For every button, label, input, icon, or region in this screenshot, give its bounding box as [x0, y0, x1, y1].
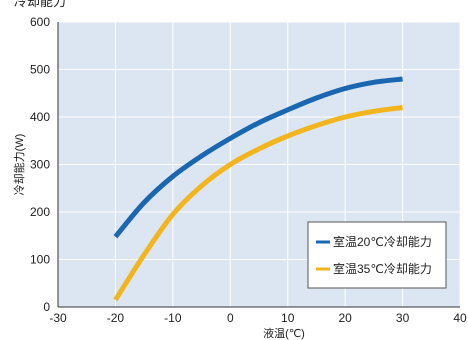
- y-tick-labels: 0 100 200 300 400 500 600: [30, 15, 50, 314]
- x-tick-label: -20: [107, 311, 125, 325]
- x-tick-label: -10: [164, 311, 182, 325]
- series-lines: [113, 76, 403, 302]
- x-tick-label: 20: [338, 311, 352, 325]
- legend-label-series-2: 室温35℃冷却能力: [333, 261, 432, 276]
- x-tick-label: 0: [227, 311, 234, 325]
- x-tick-label: 10: [281, 311, 295, 325]
- y-tick-label: 100: [30, 253, 50, 267]
- legend-label-series-1: 室温20℃冷却能力: [333, 234, 432, 249]
- x-tick-label: 30: [396, 311, 410, 325]
- y-axis-title: 冷却能力(W): [12, 134, 26, 196]
- y-tick-label: 500: [30, 63, 50, 77]
- series-line-2: [113, 105, 403, 302]
- x-tick-labels: -30 -20 -10 0 10 20 30 40: [49, 311, 467, 325]
- y-tick-label: 600: [30, 15, 50, 29]
- y-tick-label: 0: [43, 300, 50, 314]
- y-tick-label: 300: [30, 158, 50, 172]
- series-line-1: [113, 76, 403, 239]
- x-axis-title: 液温(℃): [263, 326, 305, 340]
- axes: [57, 22, 460, 308]
- legend: 室温20℃冷却能力 室温35℃冷却能力: [307, 221, 447, 289]
- x-tick-label: -30: [49, 311, 67, 325]
- y-tick-label: 400: [30, 110, 50, 124]
- chart-top-title: 冷却能力: [14, 0, 67, 10]
- legend-box: [307, 221, 447, 289]
- x-tick-label: 40: [453, 311, 467, 325]
- y-tick-label: 200: [30, 205, 50, 219]
